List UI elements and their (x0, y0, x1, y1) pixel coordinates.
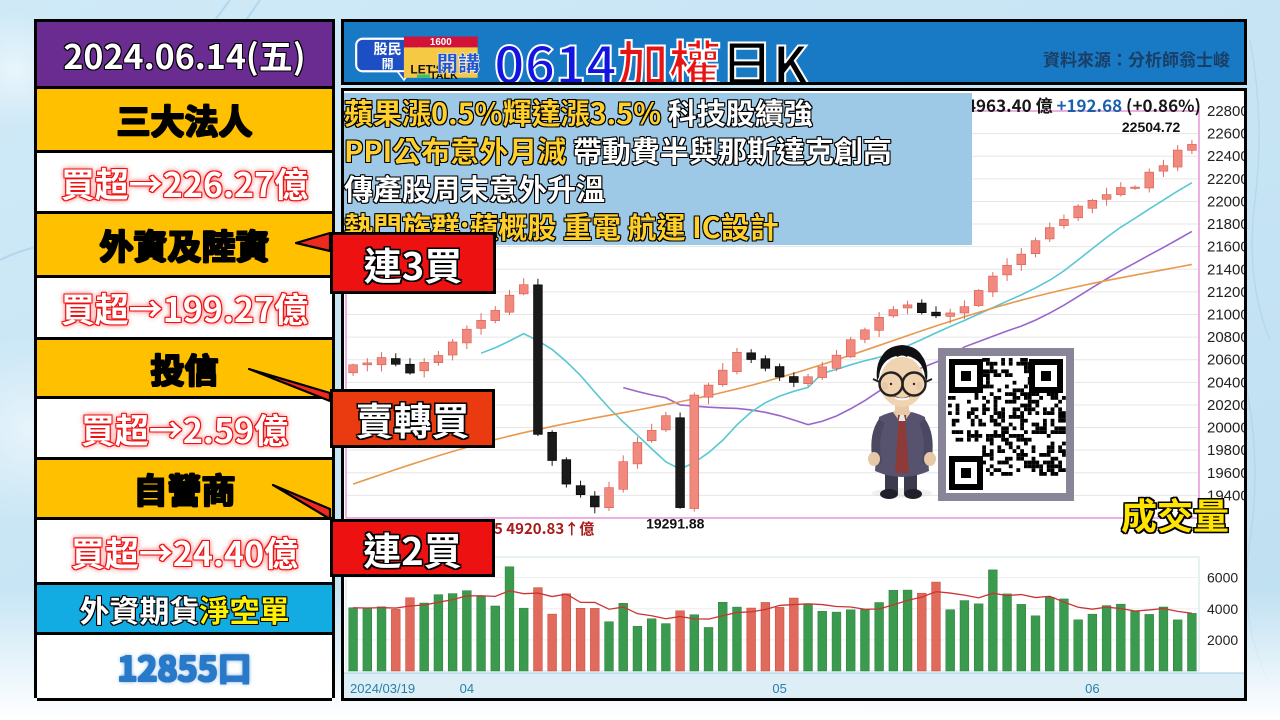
svg-text:2024/03/19: 2024/03/19 (350, 681, 415, 696)
svg-text:04: 04 (460, 681, 474, 696)
svg-text:19800: 19800 (1207, 442, 1247, 459)
svg-text:20200: 20200 (1207, 397, 1247, 414)
svg-text:22000: 22000 (1207, 193, 1247, 210)
svg-text:開: 開 (382, 55, 394, 72)
svg-text:2000: 2000 (1207, 632, 1238, 648)
svg-text:開講: 開講 (436, 47, 480, 78)
svg-text:20600: 20600 (1207, 352, 1247, 369)
svg-text:22400: 22400 (1207, 148, 1247, 165)
svg-text:20800: 20800 (1207, 329, 1247, 346)
svg-text:20000: 20000 (1207, 420, 1247, 437)
svg-text:22200: 22200 (1207, 171, 1247, 188)
svg-text:21800: 21800 (1207, 216, 1247, 233)
svg-text:22600: 22600 (1207, 126, 1247, 143)
svg-text:20400: 20400 (1207, 374, 1247, 391)
svg-text:19291.88: 19291.88 (646, 516, 705, 532)
svg-text:19600: 19600 (1207, 465, 1247, 482)
svg-text:4000: 4000 (1207, 601, 1238, 617)
svg-text:05: 05 (772, 681, 786, 696)
svg-text:6000: 6000 (1207, 570, 1238, 586)
svg-text:22800: 22800 (1207, 103, 1247, 120)
svg-text:21200: 21200 (1207, 284, 1247, 301)
svg-text:21600: 21600 (1207, 239, 1247, 256)
svg-text:22504.72: 22504.72 (1122, 119, 1181, 135)
svg-text:21400: 21400 (1207, 261, 1247, 278)
svg-text:06: 06 (1085, 681, 1099, 696)
svg-text:21000: 21000 (1207, 307, 1247, 324)
